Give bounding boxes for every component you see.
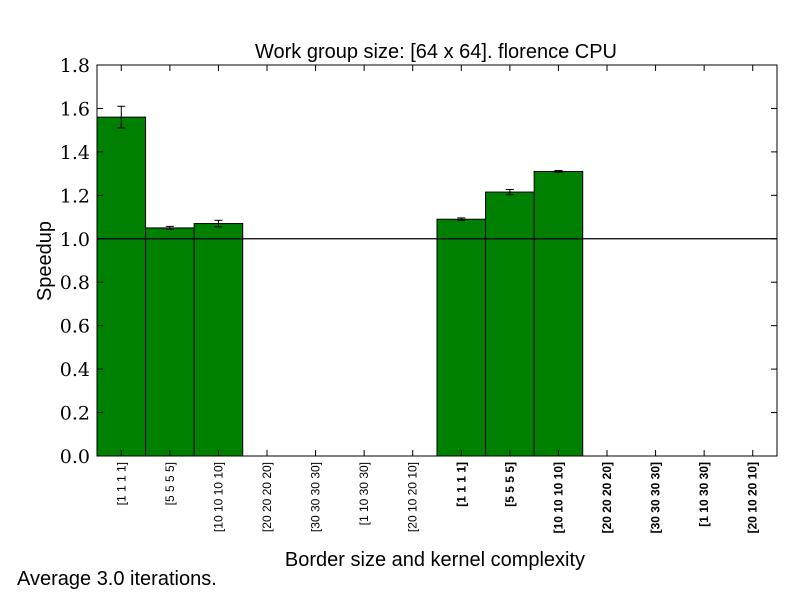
y-tick-label-0: 0.0	[60, 446, 90, 468]
bar-1	[145, 227, 195, 457]
y-axis: 0.0 0.2 0.4 0.6 0.8 1.0 1.2 1.4 1.6 1.8	[60, 55, 777, 468]
y-tick-label-2: 0.4	[60, 359, 90, 381]
x-tick-label-1: [5 5 5 5]	[163, 462, 177, 505]
plot-frame	[96, 64, 778, 457]
x-axis-label: Border size and kernel complexity	[285, 549, 585, 571]
bar-2	[193, 223, 244, 457]
x-tick-label-3: [20 20 20 20]	[260, 462, 274, 532]
y-tick-label-9: 1.8	[60, 55, 90, 77]
bar-0	[96, 116, 147, 457]
y-tick-label-8: 1.6	[60, 98, 90, 120]
x-tick-label-6: [20 10 20 10]	[406, 462, 420, 532]
chart-title: Work group size: [64 x 64]. florence CPU	[255, 41, 617, 63]
x-tick-label-9: [10 10 10 10]	[551, 462, 565, 533]
footnote: Average 3.0 iterations.	[17, 568, 217, 590]
y-axis-label: Speedup	[34, 221, 56, 301]
x-tick-label-7: [1 1 1 1]	[454, 462, 468, 507]
x-tick-label-10: [20 20 20 20]	[600, 462, 614, 533]
y-tick-label-4: 0.8	[60, 272, 90, 294]
bar-8	[485, 191, 535, 457]
bar-9	[533, 170, 584, 457]
x-tick-label-11: [30 30 30 30]	[649, 462, 663, 533]
x-tick-label-12: [1 10 30 30]	[697, 462, 711, 527]
y-tick-label-1: 0.2	[60, 403, 90, 425]
bar-7	[436, 218, 487, 457]
y-tick-label-6: 1.2	[60, 185, 90, 207]
x-tick-label-2: [10 10 10 10]	[211, 462, 225, 532]
x-tick-label-8: [5 5 5 5]	[503, 462, 517, 507]
error-bars-group	[117, 105, 563, 230]
bars-group	[96, 116, 584, 457]
y-tick-label-7: 1.4	[60, 142, 90, 164]
y-tick-label-3: 0.6	[60, 316, 90, 338]
x-tick-label-0: [1 1 1 1]	[114, 462, 128, 505]
x-tick-label-4: [30 30 30 30]	[309, 462, 323, 532]
x-tick-label-13: [20 10 20 10]	[746, 462, 760, 533]
x-tick-label-5: [1 10 30 30]	[357, 462, 371, 525]
x-axis: [1 1 1 1] [5 5 5 5] [10 10 10 10] [20 20 20…	[114, 65, 760, 533]
y-tick-label-5: 1.0	[60, 229, 90, 251]
